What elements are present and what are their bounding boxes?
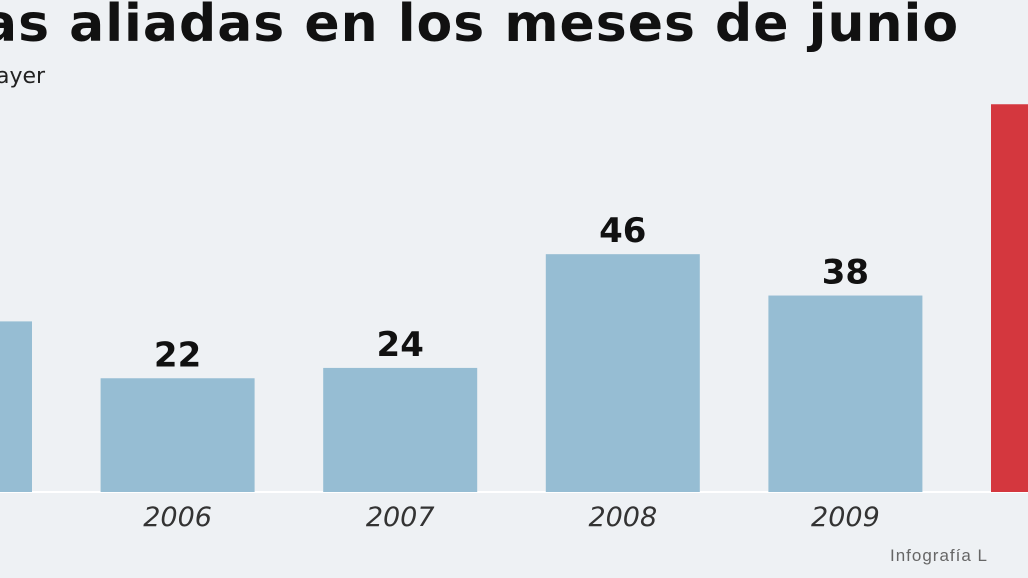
bar-2 [991,104,1028,492]
x-tick-label: 2007 [366,502,435,533]
x-tick-label: 2008 [588,502,657,533]
x-tick-label: 2009 [811,502,880,533]
infographic-credit: Infografía L [890,546,989,565]
bar-2009 [768,295,923,492]
bar-value-label: 38 [822,253,869,293]
bar-value-label: 46 [599,211,646,251]
bar-value-label: 24 [377,325,424,365]
bar-2008 [545,254,700,492]
chart-subtitle: ayer [0,64,46,89]
bar-item-0 [0,321,32,492]
bar-2007 [323,367,478,492]
chart-title: as aliadas en los meses de junio [0,0,960,54]
x-tick-label: 2006 [143,502,212,533]
bar-2006 [100,378,255,492]
bar-value-label: 22 [154,335,201,375]
